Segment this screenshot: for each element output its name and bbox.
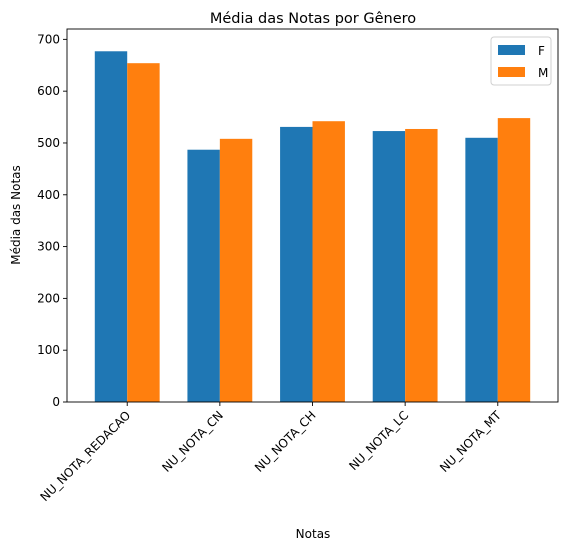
x-axis: NU_NOTA_REDACAO NU_NOTA_CN NU_NOTA_CH NU_NO… [37,402,504,504]
bar-nu-nota-cn-m [219,138,253,402]
legend-swatch-m [498,67,525,77]
y-tick-label: 100 [37,343,60,357]
x-tick-label: NU_NOTA_MT [437,408,504,475]
y-tick-label: 300 [37,240,60,254]
y-axis: 0 100 200 300 400 500 600 700 [37,32,67,409]
x-tick-label: NU_NOTA_REDACAO [37,408,133,504]
bars-group [94,51,531,403]
legend-label-m: M [538,66,548,80]
bar-nu-nota-lc-m [405,128,438,403]
y-tick-label: 600 [37,84,60,98]
bar-nu-nota-mt-f [465,137,498,403]
legend-swatch-f [498,45,525,55]
legend: F M [490,36,552,86]
x-axis-label: Notas [296,527,331,541]
bar-nu-nota-mt-m [497,118,531,403]
x-tick-label: NU_NOTA_CN [159,408,226,475]
plot-frame [66,28,559,403]
x-tick-label: NU_NOTA_CH [252,408,319,475]
y-tick-label: 700 [37,32,60,46]
legend-label-f: F [538,44,545,58]
bar-nu-nota-redacao-m [127,63,160,402]
y-tick-label: 400 [37,188,60,202]
bar-nu-nota-ch-m [312,121,345,403]
y-tick-label: 200 [37,291,60,305]
y-axis-label: Média das Notas [9,165,23,265]
bar-nu-nota-ch-f [280,126,313,402]
chart-title: Média das Notas por Gênero [210,11,416,27]
y-tick-label: 500 [37,136,60,150]
bar-nu-nota-lc-f [372,131,406,402]
bar-nu-nota-redacao-f [94,51,128,402]
x-tick-label: NU_NOTA_LC [346,408,411,473]
bar-nu-nota-cn-f [187,149,220,402]
y-tick-label: 0 [52,395,60,409]
